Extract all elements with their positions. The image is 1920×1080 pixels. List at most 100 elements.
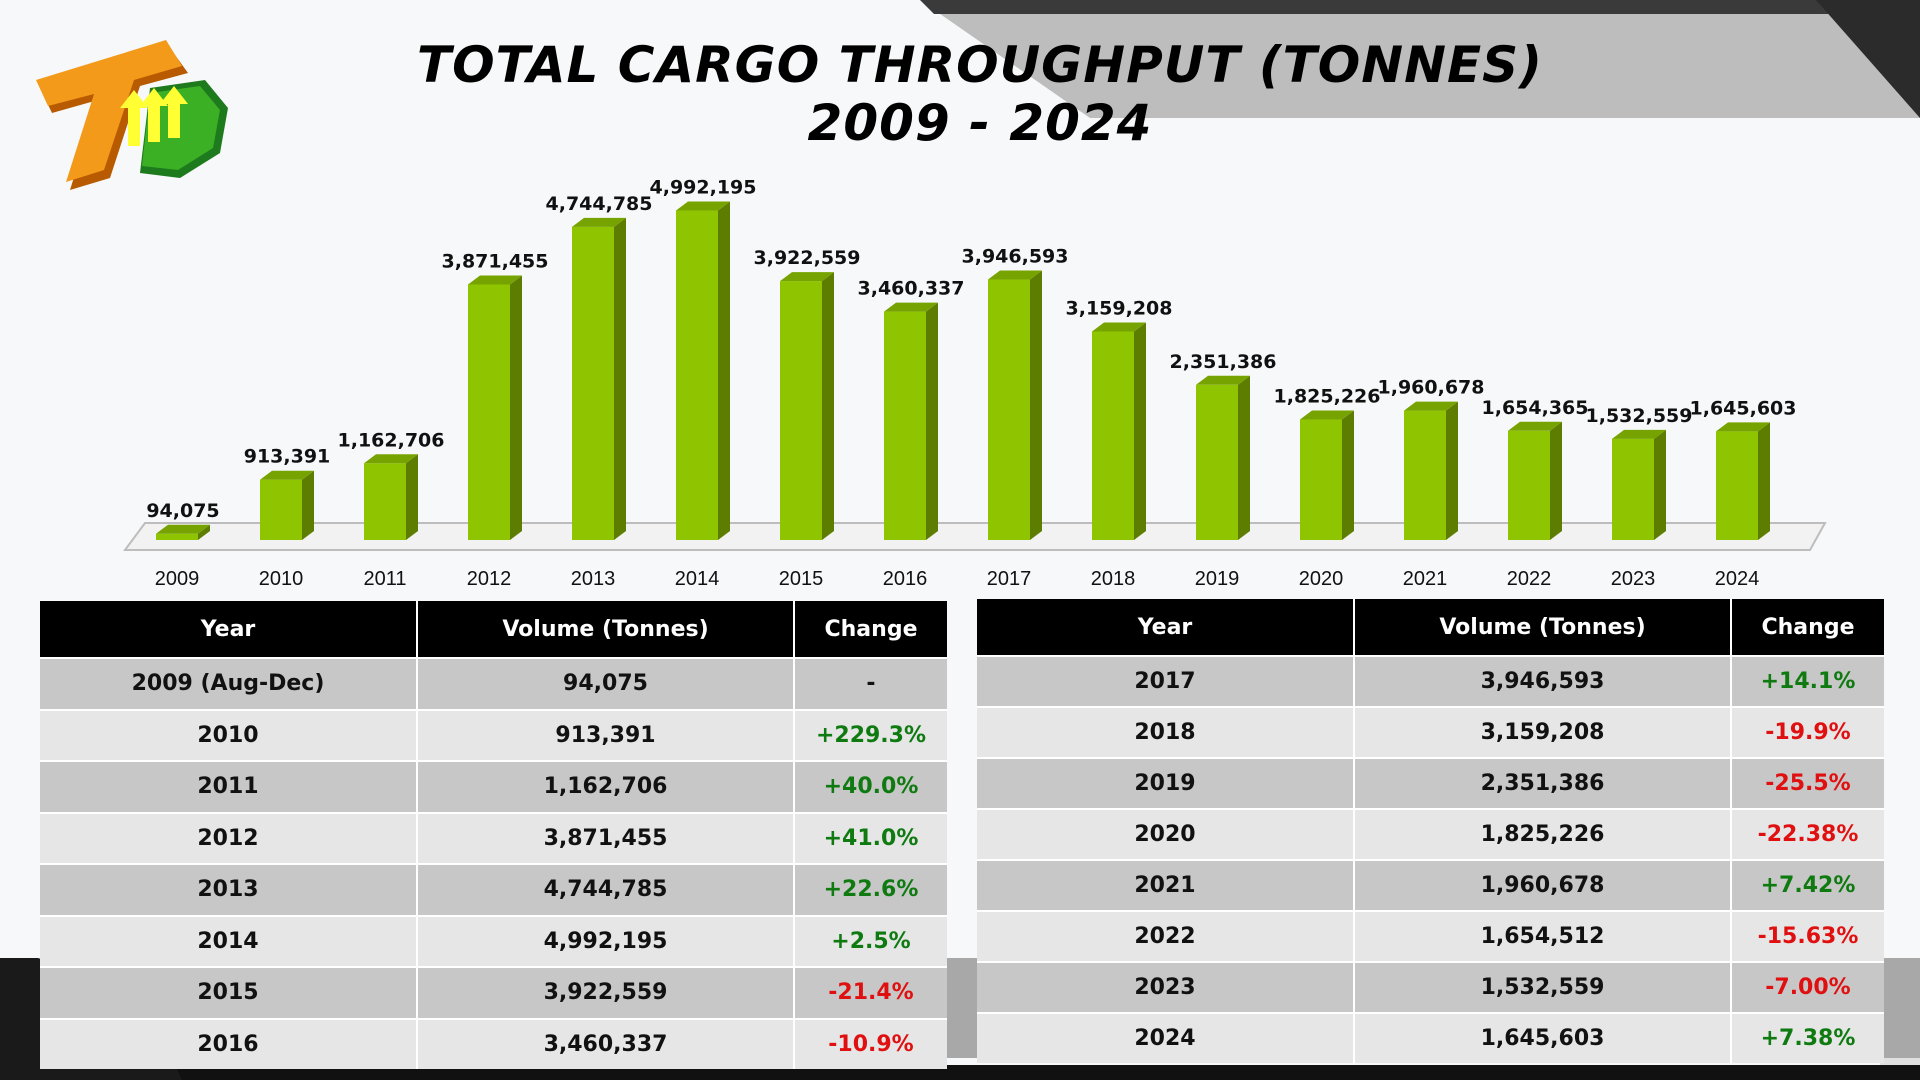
bar-top: [1092, 322, 1146, 332]
bar-top: [468, 275, 522, 285]
volume-cell: 2,351,386: [1354, 757, 1732, 809]
x-tick-label: 2023: [1611, 568, 1656, 590]
bar-side: [1550, 421, 1562, 540]
throughput-table-right: Year Volume (Tonnes) Change 2017 3,946,59…: [977, 599, 1884, 1063]
bar-2022: [1508, 421, 1562, 540]
year-cell: 2015: [40, 966, 418, 1019]
year-cell: 2016: [40, 1017, 418, 1069]
bar-front: [1612, 438, 1654, 540]
change-cell: +14.1%: [1731, 655, 1884, 707]
bar-front: [1196, 384, 1238, 540]
x-tick-label: 2024: [1715, 568, 1760, 590]
change-cell: +22.6%: [794, 863, 947, 916]
bar-data-label: 3,922,559: [754, 247, 861, 269]
change-cell: -: [794, 657, 947, 710]
bar-front: [1716, 431, 1758, 540]
bar-2011: [364, 454, 418, 540]
throughput-table-left: Year Volume (Tonnes) Change 2009 (Aug-De…: [40, 601, 947, 1069]
bar-top: [676, 201, 730, 211]
change-cell: -22.38%: [1731, 808, 1884, 860]
change-cell: -25.5%: [1731, 757, 1884, 809]
x-tick-label: 2014: [675, 568, 720, 590]
bar-2020: [1300, 410, 1354, 540]
bar-side: [406, 454, 418, 540]
bar-data-label: 3,871,455: [442, 250, 549, 272]
bar-2018: [1092, 322, 1146, 540]
bar-2010: [260, 470, 314, 540]
page-subtitle: 2009 - 2024: [807, 94, 1153, 152]
year-cell: 2021: [977, 859, 1355, 911]
bar-2023: [1612, 429, 1666, 540]
bar-2021: [1404, 401, 1458, 540]
change-cell: -15.63%: [1731, 910, 1884, 962]
column-header-volume: Volume (Tonnes): [1354, 599, 1732, 656]
volume-cell: 3,946,593: [1354, 655, 1732, 707]
year-cell: 2022: [977, 910, 1355, 962]
volume-cell: 94,075: [417, 657, 795, 710]
bar-data-label: 913,391: [244, 446, 331, 468]
table-row: 2024 1,645,603 +7.38%: [977, 1012, 1884, 1063]
table-row: 2018 3,159,208 -19.9%: [977, 706, 1884, 758]
bar-top: [1404, 401, 1458, 411]
bar-top: [1196, 375, 1250, 385]
bar-data-label: 1,654,365: [1482, 397, 1589, 419]
volume-cell: 1,162,706: [417, 760, 795, 813]
bar-data-label: 1,825,226: [1274, 386, 1381, 408]
change-cell: -7.00%: [1731, 961, 1884, 1013]
x-tick-label: 2018: [1091, 568, 1136, 590]
year-cell: 2010: [40, 708, 418, 761]
bar-side: [510, 275, 522, 540]
change-cell: +2.5%: [794, 914, 947, 967]
bar-side: [822, 272, 834, 540]
volume-cell: 1,654,512: [1354, 910, 1732, 962]
column-header-year: Year: [977, 599, 1355, 656]
table-row: 2010 913,391 +229.3%: [40, 708, 947, 761]
volume-cell: 3,871,455: [417, 811, 795, 864]
bar-data-label: 2,351,386: [1170, 351, 1277, 373]
bar-side: [1654, 429, 1666, 540]
bar-front: [988, 279, 1030, 540]
bar-side: [1030, 270, 1042, 540]
bar-side: [1134, 322, 1146, 540]
bar-side: [1446, 401, 1458, 540]
x-tick-label: 2022: [1507, 568, 1552, 590]
bar-top: [1508, 421, 1562, 431]
year-cell: 2014: [40, 914, 418, 967]
bar-front: [1404, 410, 1446, 540]
table-row: 2020 1,825,226 -22.38%: [977, 808, 1884, 860]
table-row: 2012 3,871,455 +41.0%: [40, 811, 947, 864]
year-cell: 2023: [977, 961, 1355, 1013]
year-cell: 2020: [977, 808, 1355, 860]
change-cell: -10.9%: [794, 1017, 947, 1069]
column-header-year: Year: [40, 601, 418, 658]
table-header-row: Year Volume (Tonnes) Change: [40, 601, 947, 658]
bar-top: [780, 272, 834, 282]
table-row: 2023 1,532,559 -7.00%: [977, 961, 1884, 1013]
x-tick-label: 2021: [1403, 568, 1448, 590]
bar-top: [260, 470, 314, 480]
year-cell: 2019: [977, 757, 1355, 809]
year-cell: 2017: [977, 655, 1355, 707]
x-tick-label: 2011: [363, 568, 406, 590]
x-tick-label: 2013: [571, 568, 616, 590]
bar-data-label: 1,960,678: [1378, 377, 1485, 399]
year-cell: 2009 (Aug-Dec): [40, 657, 418, 710]
bar-2009: [156, 524, 210, 540]
tpmp-logo-icon: [36, 40, 228, 190]
bar-top: [1300, 410, 1354, 420]
bar-front: [1300, 419, 1342, 540]
bar-data-label: 3,159,208: [1066, 297, 1173, 319]
x-tick-label: 2019: [1195, 568, 1240, 590]
bar-side: [1342, 410, 1354, 540]
bar-2017: [988, 270, 1042, 540]
change-cell: -21.4%: [794, 966, 947, 1019]
x-tick-label: 2009: [155, 568, 200, 590]
column-header-volume: Volume (Tonnes): [417, 601, 795, 658]
bar-front: [1508, 430, 1550, 540]
table-row: 2019 2,351,386 -25.5%: [977, 757, 1884, 809]
bar-data-label: 4,744,785: [546, 193, 653, 215]
bar-front: [780, 281, 822, 540]
x-tick-label: 2010: [259, 568, 304, 590]
change-cell: -19.9%: [1731, 706, 1884, 758]
page-title: TOTAL CARGO THROUGHPUT (TONNES): [416, 36, 1544, 94]
